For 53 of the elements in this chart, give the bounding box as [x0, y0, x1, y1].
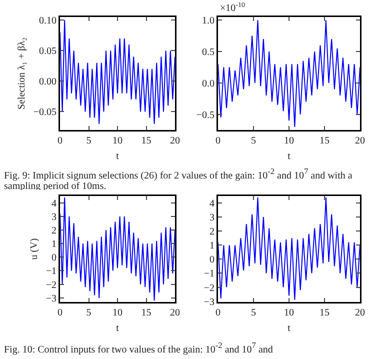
y-tick-label: 2 [210, 226, 214, 238]
y-tick-label: −1 [46, 266, 56, 278]
x-tick-label: 10 [112, 308, 122, 318]
line-series [60, 196, 175, 302]
x-tick-label: 15 [141, 308, 152, 318]
x-tick-label: 20 [355, 136, 365, 146]
text: ×10$^{-10}$ [220, 1, 246, 14]
y-tick-label: 3 [210, 212, 214, 224]
x-tick-label: 15 [320, 136, 330, 146]
caption: Fig. 10: Control inputs for two values of the gain: 10$^{-2}$ and 10$^{7}$ and [4, 340, 274, 356]
y-tick-label: 2 [52, 225, 56, 236]
y-tick-label: −1 [204, 268, 214, 280]
x-axis-title: t [116, 322, 120, 334]
y-tick-label: −3 [46, 293, 56, 304]
line-series [218, 196, 360, 300]
y-tick-label: 0.05 [39, 46, 56, 58]
x-tick-label: 20 [355, 308, 365, 318]
y-tick-label: −0.05 [33, 107, 56, 118]
x-tick-label: 10 [112, 136, 122, 146]
y-tick-label: 3 [52, 212, 56, 223]
x-tick-label: 5 [251, 308, 256, 318]
y-tick-label: 0.00 [39, 76, 56, 88]
x-tick-label: 5 [86, 308, 92, 318]
y-tick-label: 1 [52, 239, 56, 250]
y-tick-label: 0.0 [202, 78, 214, 90]
x-tick-label: 15 [141, 136, 152, 146]
x-tick-label: 15 [320, 308, 330, 318]
x-tick-label: 10 [284, 308, 294, 318]
x-tick-label: 5 [86, 136, 92, 146]
x-axis-title: t [116, 150, 120, 162]
y-tick-label: 1 [210, 240, 214, 252]
x-tick-label: 20 [170, 136, 180, 146]
y-tick-label: −2 [204, 282, 214, 294]
y-tick-label: 0 [210, 254, 214, 266]
y-axis-title: Selection λ₁ + βλ₂ [16, 37, 28, 110]
y-tick-label: 0 [52, 252, 56, 264]
text: Fig. 9: Implicit signum selections (26) for 2 values of the gain: 10$^{-2}$ and 10$^{7}$ and with a sampling period of 10ms. [4, 167, 352, 192]
x-axis-title: t [288, 322, 291, 334]
y-tick-label: 1.0 [202, 16, 214, 27]
y-axis-title: u (V) [29, 238, 40, 260]
x-axis-title: t [288, 150, 291, 162]
x-tick-label: 5 [251, 136, 256, 146]
y-tick-label: −0.5 [196, 110, 214, 121]
y-tick-label: −2 [46, 280, 56, 291]
x-tick-label: 20 [170, 308, 180, 318]
x-tick-label: 10 [284, 136, 294, 146]
line-series [218, 20, 360, 128]
y-tick-label: 0.5 [202, 47, 214, 58]
y-tick-label: 4 [210, 198, 214, 210]
y-tick-label: 0.10 [39, 16, 56, 27]
y-tick-label: 4 [52, 198, 56, 210]
y-tick-label: −3 [204, 296, 214, 308]
line-series [60, 20, 175, 124]
